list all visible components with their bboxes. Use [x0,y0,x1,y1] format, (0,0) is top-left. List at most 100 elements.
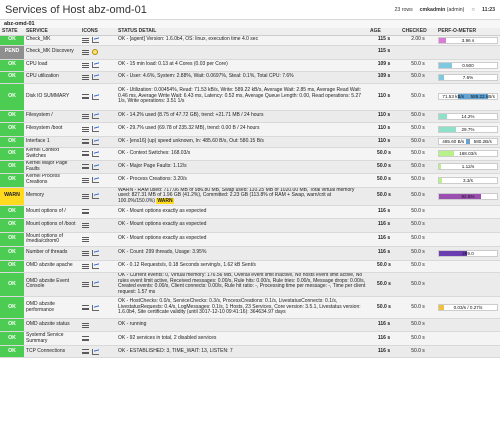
table-row[interactable]: OK Disk IO SUMMARY OK - Utilization: 0.004… [0,83,500,111]
service-name[interactable]: Number of threads [24,246,80,261]
service-name[interactable]: Mount options of /media/cdrom0 [24,232,80,247]
table-row[interactable]: OK Kernel Major Page Faults OK - Major Pag… [0,160,500,174]
service-name[interactable]: Mount options of / [24,205,80,219]
table-row[interactable]: OK Systemd Service Summary OK - 92 service… [0,331,500,347]
menu-icon[interactable] [82,250,89,256]
graph-icon[interactable] [92,281,99,288]
graph-icon[interactable] [92,150,99,157]
service-name[interactable]: OMD abzsite performance [24,296,80,320]
perfometer[interactable]: 82.6% [438,192,498,200]
perfometer[interactable]: 168.03/s [438,150,498,157]
graph-icon[interactable] [92,113,99,119]
table-row[interactable]: OK CPU utilization OK - User: 4.6%, System… [0,71,500,84]
table-row[interactable]: OK Kernel Process Creations OK - Process C… [0,173,500,188]
col-checked[interactable]: CHECKED [400,28,436,36]
graph-icon[interactable] [92,74,99,80]
menu-icon[interactable] [82,74,89,80]
username[interactable]: cmkadmin [419,6,446,13]
graph-icon[interactable] [92,37,99,43]
menu-icon[interactable] [82,193,89,199]
table-row[interactable]: OK Interface 1 OK - [ens16] (up) speed unk… [0,136,500,148]
table-row[interactable]: OK Mount options of / OK - Mount options e… [0,205,500,219]
menu-icon[interactable] [82,113,89,119]
service-name[interactable]: Mount options of /boot [24,218,80,233]
user-info[interactable]: cmkadmin (admin) [420,7,465,13]
perfometer[interactable]: 7.6% [438,73,498,81]
graph-icon[interactable] [92,304,99,311]
graph-icon[interactable] [92,193,99,200]
menu-icon[interactable] [82,139,89,144]
col-icons[interactable]: ICONS [80,28,116,36]
menu-icon[interactable] [82,126,89,132]
menu-icon[interactable] [82,222,89,228]
col-detail[interactable]: STATUS DETAIL [116,28,368,36]
graph-icon[interactable] [92,263,99,270]
graph-icon[interactable] [92,62,99,68]
perfometer[interactable]: 0.500 [438,61,498,69]
service-name[interactable]: Check_MK [24,35,80,46]
menu-icon[interactable] [82,164,89,169]
menu-icon[interactable] [82,62,89,68]
graph-icon[interactable] [92,126,99,132]
service-name[interactable]: Disk IO SUMMARY [24,83,80,111]
graph-icon[interactable] [92,138,99,145]
table-row[interactable]: OK Mount options of /media/cdrom0 OK - Mou… [0,232,500,247]
perfometer[interactable]: 29.7% [438,125,498,133]
table-row[interactable]: OK Number of threads OK - Count: 299 threa… [0,246,500,261]
menu-icon[interactable] [82,305,89,311]
perfometer[interactable]: 0.03/s / 0.27/s [438,304,498,312]
service-name[interactable]: Kernel Context Switches [24,147,80,161]
clock-icon[interactable] [92,49,98,55]
menu-icon[interactable] [82,37,89,43]
table-row[interactable]: OK Filesystem /boot OK - 29.7% used (69.78… [0,122,500,137]
menu-icon[interactable] [82,281,89,287]
graph-icon[interactable] [92,93,99,100]
table-row[interactable]: WARN Memory WARN - RAM used: 717.06 MB of … [0,187,500,206]
menu-icon[interactable] [82,94,89,99]
service-name[interactable]: OMD abzsite Event Console [24,272,80,298]
menu-icon[interactable] [82,49,89,55]
perfometer[interactable]: 14.2% [438,112,498,120]
menu-icon[interactable] [82,336,89,342]
col-service[interactable]: SERVICE [24,28,80,36]
col-perf[interactable]: PERF-O-METER [436,28,500,36]
service-name[interactable]: OMD abzsite status [24,318,80,333]
graph-icon[interactable] [92,250,99,257]
table-row[interactable]: OK OMD abzsite Event Console OK - Current … [0,272,500,298]
menu-icon[interactable] [82,209,89,215]
service-name[interactable]: CPU utilization [24,71,80,84]
perfometer[interactable]: 3.3/s [438,176,498,184]
perfometer[interactable]: 3.96 s [438,36,498,44]
service-name[interactable]: Interface 1 [24,136,80,148]
table-row[interactable]: OK OMD abzsite performance OK - HostChecks… [0,296,500,320]
table-row[interactable]: OK Check_MK OK - [agent] Version: 1.6.0b4,… [0,35,500,46]
perfometer[interactable]: 485.60 B/s 580.2B/s [438,138,498,145]
table-row[interactable]: OK Filesystem / OK - 14.2% used (8.75 of 4… [0,110,500,123]
table-row[interactable]: OK Mount options of /boot OK - Mount optio… [0,218,500,233]
menu-icon[interactable] [82,322,89,328]
perfometer[interactable]: 71.53 kB/s 589.22 kB/s [438,93,498,100]
table-row[interactable]: OK OMD abzsite status OK - running 116 s 50.… [0,318,500,333]
table-row[interactable]: OK OMD abzsite apache OK - 0.12 Requests/s… [0,260,500,273]
graph-icon[interactable] [92,177,99,183]
col-state[interactable]: STATE [0,28,24,36]
graph-icon[interactable] [92,163,99,170]
service-name[interactable]: Memory [24,187,80,206]
perfometer[interactable]: 1.12/s [438,163,498,170]
table-row[interactable]: OK Kernel Context Switches OK - Context Sw… [0,147,500,161]
table-row[interactable]: OK CPU load OK - 15 min load: 0.13 at 4 Co… [0,59,500,72]
service-name[interactable]: TCP Connections [24,345,80,359]
perfometer[interactable]: 299.0 [438,249,498,257]
notification-icon[interactable]: ○ [471,6,476,13]
service-name[interactable]: Filesystem /boot [24,122,80,137]
menu-icon[interactable] [82,236,89,242]
table-row[interactable]: PEND Check_MK Discovery 115 s [0,45,500,60]
service-name[interactable]: Kernel Major Page Faults [24,160,80,174]
menu-icon[interactable] [82,263,89,269]
service-name[interactable]: Filesystem / [24,110,80,123]
table-row[interactable]: OK TCP Connections OK - ESTABLISHED: 3, TI… [0,345,500,359]
graph-icon[interactable] [92,348,99,355]
menu-icon[interactable] [82,349,89,355]
menu-icon[interactable] [82,151,89,156]
service-name[interactable]: Check_MK Discovery [24,45,80,60]
